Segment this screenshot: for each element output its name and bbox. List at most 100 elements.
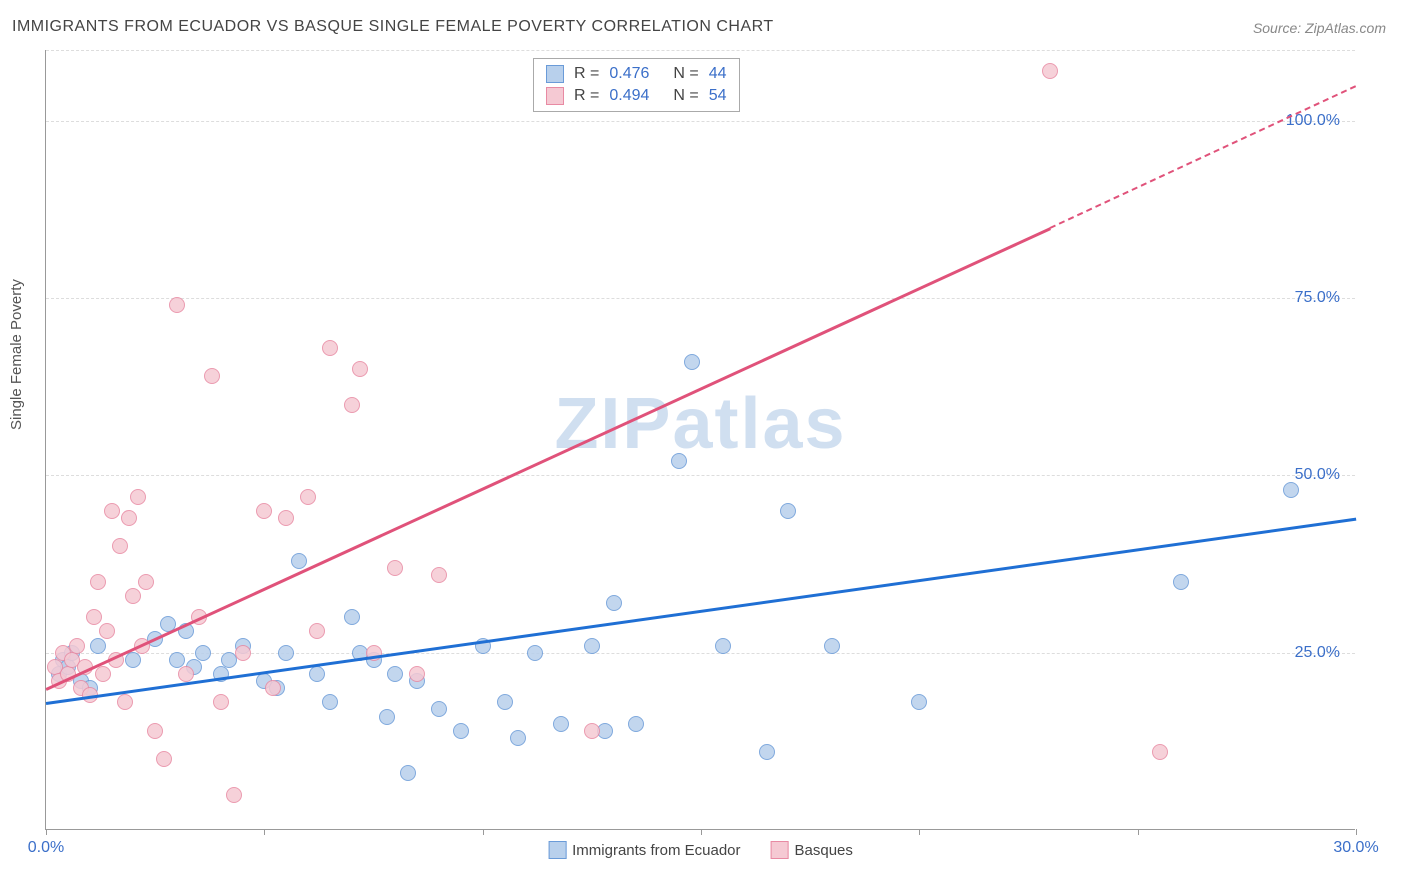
data-point (309, 666, 325, 682)
stat-n-value: 54 (709, 87, 727, 105)
legend-label: Basques (795, 842, 853, 859)
x-tick (483, 829, 484, 835)
legend-swatch (771, 841, 789, 859)
data-point (671, 453, 687, 469)
data-point (584, 723, 600, 739)
data-point (352, 361, 368, 377)
legend-swatch (546, 87, 564, 105)
data-point (86, 609, 102, 625)
y-tick-label: 75.0% (1295, 289, 1340, 307)
data-point (265, 680, 281, 696)
x-tick-label: 30.0% (1333, 839, 1378, 857)
data-point (99, 623, 115, 639)
data-point (322, 694, 338, 710)
data-point (409, 666, 425, 682)
data-point (178, 666, 194, 682)
data-point (156, 751, 172, 767)
data-point (291, 553, 307, 569)
data-point (104, 503, 120, 519)
x-tick (701, 829, 702, 835)
data-point (90, 574, 106, 590)
x-tick (919, 829, 920, 835)
x-tick (46, 829, 47, 835)
data-point (344, 609, 360, 625)
data-point (278, 645, 294, 661)
data-point (715, 638, 731, 654)
chart-container: IMMIGRANTS FROM ECUADOR VS BASQUE SINGLE… (0, 0, 1406, 892)
data-point (204, 368, 220, 384)
data-point (824, 638, 840, 654)
data-point (125, 588, 141, 604)
legend-swatch (546, 65, 564, 83)
stat-n-value: 44 (709, 65, 727, 83)
data-point (527, 645, 543, 661)
data-point (510, 730, 526, 746)
data-point (1283, 482, 1299, 498)
x-tick (1356, 829, 1357, 835)
data-point (195, 645, 211, 661)
data-point (431, 701, 447, 717)
stats-row: R = 0.476 N = 44 (546, 63, 727, 85)
data-point (309, 623, 325, 639)
legend-bottom: Immigrants from Ecuador Basques (548, 841, 853, 859)
data-point (1152, 744, 1168, 760)
grid-line (46, 298, 1355, 299)
stat-n-label: N = (673, 87, 698, 105)
data-point (628, 716, 644, 732)
data-point (300, 489, 316, 505)
data-point (226, 787, 242, 803)
data-point (169, 297, 185, 313)
stat-r-value: 0.476 (609, 65, 649, 83)
data-point (453, 723, 469, 739)
data-point (147, 723, 163, 739)
data-point (1042, 63, 1058, 79)
data-point (256, 503, 272, 519)
x-tick (1138, 829, 1139, 835)
data-point (387, 666, 403, 682)
trend-line (45, 227, 1050, 690)
data-point (780, 503, 796, 519)
data-point (553, 716, 569, 732)
data-point (911, 694, 927, 710)
data-point (584, 638, 600, 654)
watermark-text: ZIPatlas (554, 383, 846, 465)
legend-item: Immigrants from Ecuador (548, 841, 740, 859)
data-point (278, 510, 294, 526)
data-point (112, 538, 128, 554)
data-point (1173, 574, 1189, 590)
legend-item: Basques (771, 841, 853, 859)
data-point (125, 652, 141, 668)
data-point (90, 638, 106, 654)
stat-r-label: R = (574, 65, 599, 83)
legend-label: Immigrants from Ecuador (572, 842, 740, 859)
data-point (387, 560, 403, 576)
y-tick-label: 50.0% (1295, 466, 1340, 484)
chart-title: IMMIGRANTS FROM ECUADOR VS BASQUE SINGLE… (12, 18, 774, 36)
data-point (95, 666, 111, 682)
data-point (431, 567, 447, 583)
stat-n-label: N = (673, 65, 698, 83)
stats-legend-box: R = 0.476 N = 44 R = 0.494 N = 54 (533, 58, 740, 112)
data-point (684, 354, 700, 370)
stats-row: R = 0.494 N = 54 (546, 85, 727, 107)
data-point (117, 694, 133, 710)
data-point (759, 744, 775, 760)
grid-line (46, 475, 1355, 476)
data-point (344, 397, 360, 413)
grid-line (46, 50, 1355, 51)
source-label: Source: ZipAtlas.com (1253, 20, 1386, 36)
grid-line (46, 121, 1355, 122)
trend-line (1050, 86, 1356, 230)
data-point (121, 510, 137, 526)
data-point (138, 574, 154, 590)
y-axis-label: Single Female Poverty (8, 279, 25, 430)
stat-r-label: R = (574, 87, 599, 105)
legend-swatch (548, 841, 566, 859)
x-tick (264, 829, 265, 835)
stat-r-value: 0.494 (609, 87, 649, 105)
data-point (69, 638, 85, 654)
data-point (213, 694, 229, 710)
x-tick-label: 0.0% (28, 839, 64, 857)
trend-line (46, 518, 1356, 705)
data-point (322, 340, 338, 356)
